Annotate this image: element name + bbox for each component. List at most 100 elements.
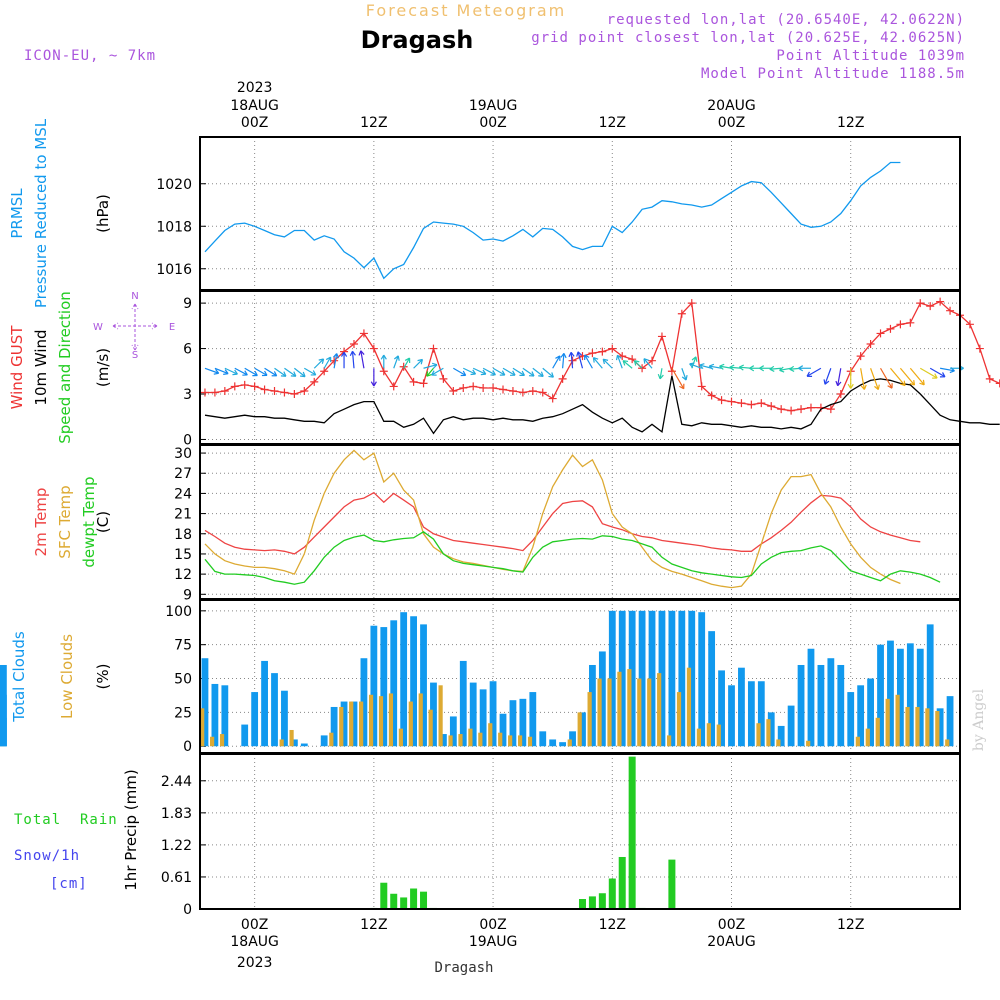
- wind-arrow: [472, 367, 487, 375]
- gust-marker: [836, 390, 845, 399]
- total-cloud-bar: [916, 648, 924, 747]
- total-cloud-bar: [529, 692, 537, 747]
- gust-marker: [280, 388, 289, 397]
- low-cloud-bar: [756, 723, 761, 747]
- wind-arrow: [681, 368, 687, 381]
- wind-arrow-head: [242, 370, 248, 376]
- precip-legend-label: Total Rain: [14, 812, 118, 828]
- gust-marker: [648, 356, 657, 365]
- requested-coordinates: requested lon,lat (20.6540E, 42.0622N): [607, 12, 965, 28]
- wind-arrow-head: [528, 371, 535, 377]
- low-cloud-bar: [587, 692, 592, 747]
- low-cloud-bar: [647, 678, 652, 747]
- wind-arrow: [463, 367, 476, 375]
- top-tick-label: 19AUG: [469, 98, 518, 114]
- y-axis-series-label: Low Clouds: [58, 634, 76, 719]
- total-cloud-bar: [887, 640, 894, 747]
- compass-icon: N S W E: [93, 291, 175, 361]
- total-cloud-bar: [867, 678, 874, 747]
- wind-arrow-head: [643, 358, 649, 364]
- wind-arrow-head: [393, 355, 400, 361]
- wind-arrow-head: [325, 356, 332, 363]
- low-cloud-bar: [945, 739, 950, 747]
- wind-arrow-head: [835, 380, 842, 387]
- wind-arrow-head: [300, 371, 306, 378]
- panel-4: 0 0.61 1.22 1.83 2.44 1hr Precip (mm)Total Ra…: [14, 753, 961, 918]
- wind-arrow: [889, 367, 906, 386]
- compass-north: N: [131, 291, 138, 302]
- wind-arrow-head: [622, 360, 629, 366]
- low-cloud-bar: [776, 739, 781, 747]
- total-cloud-bar: [936, 708, 944, 747]
- gust-marker: [737, 399, 746, 408]
- low-cloud-bar: [438, 685, 443, 747]
- top-tick-label: 00Z: [718, 115, 745, 131]
- watermark: by Angel: [971, 688, 987, 751]
- y-tick-label: 75: [174, 638, 192, 654]
- wind-arrow-head: [290, 371, 297, 377]
- wind-arrow: [204, 367, 219, 374]
- gust-marker: [965, 320, 974, 329]
- wind-arrow-head: [318, 358, 325, 364]
- low-cloud-bar: [766, 719, 771, 747]
- y-tick-label: 0: [183, 902, 192, 918]
- panels: 1016 1018 1020 (hPa) PRMSL Pressure Reduced t…: [0, 118, 1000, 918]
- compass-east: E: [169, 322, 175, 333]
- gust-marker: [429, 344, 438, 353]
- model-point-altitude: Model Point Altitude 1188.5m: [701, 66, 965, 82]
- low-cloud-bar: [875, 717, 880, 747]
- wind-arrow-head: [789, 365, 795, 372]
- gust-marker: [459, 383, 468, 392]
- panel-2: 9 12 15 18 21 24 27 30 (C) 2m Temp SFC Temp dewpt T…: [32, 444, 961, 603]
- wind-arrow: [929, 367, 946, 378]
- wind-arrow: [214, 367, 229, 375]
- point-altitude: Point Altitude 1039m: [776, 48, 965, 64]
- gust-marker: [975, 344, 984, 353]
- wind-arrow-head: [223, 369, 229, 375]
- gust-marker: [896, 320, 905, 329]
- gust-marker: [697, 382, 706, 391]
- total-cloud-bar: [469, 682, 477, 747]
- gust-marker: [946, 306, 955, 315]
- gridpoint-coordinates: grid point closest lon,lat (20.625E, 42.…: [531, 30, 965, 46]
- total-cloud-bar: [658, 610, 666, 747]
- wind-arrow-head: [332, 353, 340, 359]
- total-cloud-bar: [579, 712, 586, 747]
- bottom-tick-label: 19AUG: [469, 934, 518, 950]
- wind-arrow-head: [560, 353, 567, 359]
- wind-arrow: [304, 367, 317, 376]
- panel-frame: [199, 136, 961, 291]
- y-tick-label: 9: [183, 296, 192, 312]
- low-cloud-bar: [398, 728, 403, 747]
- rain-bar: [588, 896, 596, 909]
- wind-arrow-head: [909, 380, 916, 386]
- wind-arrow-head: [657, 373, 664, 380]
- low-cloud-bar: [359, 701, 364, 747]
- gust-marker: [528, 386, 537, 395]
- low-cloud-bar: [488, 723, 493, 747]
- rain-bar: [578, 899, 586, 909]
- wind-arrow-head: [919, 379, 925, 386]
- wind-arrow-head: [431, 362, 438, 369]
- wind-arrow: [671, 367, 685, 390]
- wind-arrow: [643, 358, 653, 369]
- wind-arrow: [224, 367, 238, 375]
- low-cloud-bar: [498, 732, 503, 747]
- y-tick-label: 3: [183, 387, 192, 403]
- gust-marker: [439, 374, 448, 383]
- total-cloud-bar: [787, 705, 795, 747]
- y-tick-label: 0: [183, 739, 192, 755]
- gust-marker: [389, 382, 398, 391]
- total-cloud-bar: [648, 610, 656, 747]
- wind-arrow-head: [887, 383, 893, 389]
- gust-marker: [409, 377, 418, 386]
- wind-arrow-head: [271, 371, 278, 377]
- wind-arrow: [562, 353, 565, 369]
- bottom-tick-label: 20AUG: [707, 934, 756, 950]
- wind-arrow: [634, 360, 643, 369]
- low-cloud-bar: [468, 728, 473, 747]
- low-cloud-bar: [617, 671, 622, 747]
- total-cloud-bar: [281, 690, 288, 747]
- total-cloud-bar: [668, 610, 676, 747]
- low-cloud-bar: [428, 709, 433, 747]
